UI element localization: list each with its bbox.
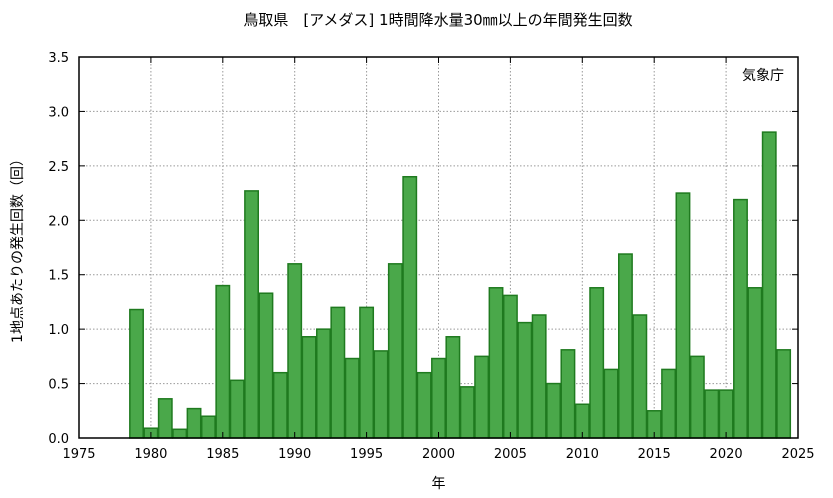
- bar-2014: [632, 314, 648, 439]
- x-tick-labels: 1975 1980 1985 1990 1995 2000 2005 2010 2015 2020…: [62, 447, 814, 462]
- bar-2000: [431, 357, 446, 439]
- bar-1993: [330, 306, 346, 439]
- bar-1992: [316, 328, 331, 439]
- x-axis-label: 年: [432, 476, 446, 492]
- x-tick-label: 2025: [781, 447, 814, 462]
- bar-2013: [618, 253, 633, 439]
- bar-1994: [344, 357, 360, 439]
- bars: [129, 131, 792, 439]
- x-tick-label: 2010: [566, 447, 599, 462]
- y-axis-label: 1地点あたりの発生回数（回）: [10, 152, 26, 343]
- bar-1997: [387, 263, 403, 439]
- bar-2019: [704, 389, 720, 439]
- axis-ticks: [78, 56, 799, 439]
- x-tick-label: 2015: [638, 447, 671, 462]
- bar-1981: [157, 398, 173, 439]
- y-tick-label: 2.5: [48, 160, 69, 175]
- x-tick-label: 2005: [494, 447, 527, 462]
- bar-1995: [359, 306, 375, 439]
- bar-2016: [661, 368, 677, 439]
- x-tick-label: 1975: [62, 447, 95, 462]
- bar-2017: [675, 192, 691, 439]
- bar-2005: [502, 294, 518, 439]
- y-tick-label: 0.5: [48, 378, 69, 393]
- bar-1998: [402, 175, 418, 439]
- bar-1999: [416, 371, 432, 439]
- bar-2021: [733, 198, 748, 439]
- bar-2018: [689, 355, 705, 439]
- x-tick-label: 1980: [134, 447, 167, 462]
- y-tick-labels: 0.0 0.5 1.0 1.5 2.0 2.5 3.0 3.5: [48, 51, 69, 447]
- x-tick-label: 2020: [710, 447, 743, 462]
- y-tick-label: 0.0: [48, 432, 69, 447]
- bar-1984: [200, 415, 216, 439]
- source-credit: 気象庁: [742, 68, 784, 84]
- x-tick-label: 1985: [206, 447, 239, 462]
- bar-1989: [272, 371, 288, 439]
- bar-1982: [172, 428, 188, 439]
- bar-2023: [761, 131, 777, 439]
- bar-2011: [589, 287, 605, 439]
- bar-1986: [229, 379, 245, 439]
- bar-1991: [301, 336, 317, 439]
- bar-1985: [215, 284, 231, 439]
- y-tick-label: 1.0: [48, 323, 69, 338]
- x-tick-label: 1990: [278, 447, 311, 462]
- x-tick-label: 1995: [350, 447, 383, 462]
- bar-1996: [373, 350, 389, 439]
- bar-1988: [258, 292, 274, 439]
- x-tick-label: 2000: [422, 447, 455, 462]
- bar-1979: [129, 308, 144, 439]
- bar-2020: [718, 389, 734, 439]
- y-tick-label: 2.0: [48, 214, 69, 229]
- bar-2001: [445, 336, 461, 439]
- bar-2022: [747, 287, 763, 439]
- bar-2003: [474, 355, 490, 439]
- bar-1987: [244, 190, 259, 439]
- y-tick-label: 3.0: [48, 105, 69, 120]
- bar-2012: [603, 368, 619, 439]
- bar-2007: [531, 314, 547, 439]
- bar-1990: [287, 263, 303, 439]
- bar-2024: [776, 349, 792, 439]
- bar-2006: [517, 321, 533, 439]
- chart-title: 鳥取県 [アメダス] 1時間降水量30㎜以上の年間発生回数: [243, 11, 632, 29]
- bar-2009: [560, 349, 576, 439]
- bar-2008: [546, 382, 561, 439]
- bar-1983: [186, 407, 202, 439]
- y-tick-label: 3.5: [48, 51, 69, 66]
- bar-2004: [488, 287, 504, 439]
- bar-2002: [459, 386, 475, 439]
- y-tick-label: 1.5: [48, 269, 69, 284]
